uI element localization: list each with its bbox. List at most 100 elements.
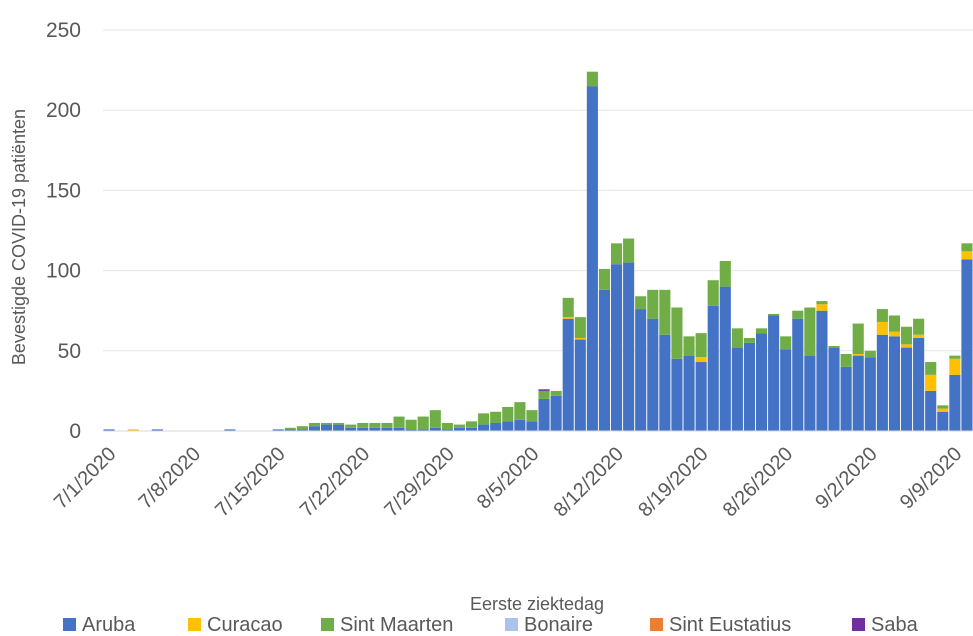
bar-segment-aruba: [562, 318, 574, 431]
bar-segment-sint-maarten: [623, 238, 635, 263]
bar-segment-curacao: [900, 344, 913, 348]
bars: [103, 71, 973, 431]
bar-segment-aruba: [913, 337, 925, 431]
bar-segment-sint-maarten: [840, 354, 852, 367]
bar-segment-sint-maarten: [333, 422, 345, 425]
legend-swatch: [650, 618, 663, 631]
gridlines: [103, 29, 973, 352]
bar-segment-aruba: [792, 318, 804, 431]
y-tick-label: 50: [58, 340, 81, 363]
bar-segment-curacao: [949, 358, 961, 375]
legend-swatch: [321, 618, 334, 631]
bar-segment-aruba: [103, 429, 115, 431]
bar-segment-curacao: [876, 321, 888, 335]
bar-segment-aruba: [635, 309, 647, 431]
bar-segment-aruba: [925, 390, 937, 431]
bar-segment-aruba: [586, 86, 598, 431]
bar-segment-aruba: [320, 424, 333, 431]
legend-label: Curacao: [207, 614, 283, 636]
y-tick-labels: 0 50 100 150 200 250: [46, 19, 81, 443]
bar-segment-aruba: [308, 426, 321, 431]
legend-swatch: [505, 618, 518, 631]
bar-segment-aruba: [502, 421, 514, 431]
bar-segment-sint-maarten: [357, 422, 369, 428]
bar-segment-aruba: [937, 411, 949, 431]
x-tick-label: 8/12/2020: [550, 443, 628, 521]
legend-label: Bonaire: [524, 614, 593, 636]
bar-segment-aruba: [417, 429, 429, 431]
bar-segment-aruba: [598, 289, 611, 431]
x-tick-label: 8/5/2020: [473, 443, 544, 514]
bar-segment-aruba: [284, 429, 296, 431]
bar-segment-aruba: [864, 357, 876, 431]
bar-segment-aruba: [478, 424, 490, 431]
bar-segment-sint-maarten: [429, 410, 441, 428]
bar-segment-aruba: [828, 347, 840, 431]
bar-segment-sint-maarten: [369, 422, 381, 428]
bar-segment-sint-maarten: [913, 318, 925, 335]
bar-segment-sint-maarten: [659, 289, 671, 335]
bar-segment-sint-maarten: [961, 243, 973, 252]
bar-segment-sint-maarten: [671, 307, 683, 359]
bar-segment-sint-maarten: [804, 307, 816, 356]
bar-segment-aruba: [876, 334, 888, 431]
bar-segment-sint-maarten: [405, 419, 417, 430]
y-tick-label: 200: [46, 99, 81, 122]
bar-segment-aruba: [369, 427, 381, 431]
bar-segment-aruba: [852, 355, 864, 431]
bar-segment-sint-maarten: [888, 315, 901, 332]
bar-segment-aruba: [707, 305, 719, 431]
bar-segment-aruba: [514, 419, 526, 431]
bar-segment-aruba: [296, 429, 308, 431]
bar-segment-sint-maarten: [441, 422, 453, 430]
bar-segment-sint-maarten: [937, 405, 949, 409]
bar-segment-curacao: [127, 429, 139, 431]
legend-swatch: [63, 618, 76, 631]
bar-segment-sint-maarten: [308, 422, 321, 427]
bar-segment-aruba: [441, 429, 453, 431]
bar-segment-aruba: [429, 427, 441, 431]
bar-segment-aruba: [526, 421, 538, 431]
bar-segment-sint-maarten: [816, 301, 828, 305]
bar-segment-aruba: [151, 429, 163, 431]
bar-segment-aruba: [381, 427, 393, 431]
bar-segment-sint-maarten: [828, 345, 840, 348]
bar-segment-sint-maarten: [526, 410, 538, 422]
bar-segment-sint-maarten: [731, 328, 743, 348]
bar-segment-aruba: [695, 362, 707, 431]
bar-segment-aruba: [647, 318, 659, 431]
bar-segment-sint-maarten: [743, 337, 756, 343]
bar-segment-sint-maarten: [586, 71, 598, 87]
bar-segment-curacao: [695, 357, 707, 363]
bar-segment-aruba: [453, 427, 466, 431]
y-tick-label: 100: [46, 260, 81, 283]
bar-segment-curacao: [913, 334, 925, 338]
bar-segment-sint-maarten: [792, 310, 804, 319]
bar-segment-curacao: [574, 337, 586, 340]
bar-segment-aruba: [768, 315, 780, 431]
bar-segment-aruba: [345, 427, 357, 431]
bar-segment-sint-maarten: [381, 422, 393, 428]
legend-label: Sint Eustatius: [669, 614, 791, 636]
bar-segment-aruba: [393, 427, 405, 431]
bar-segment-curacao: [816, 304, 828, 311]
bar-segment-curacao: [562, 317, 574, 319]
bar-segment-sint-maarten: [780, 336, 792, 350]
bar-segment-aruba: [719, 286, 731, 431]
y-tick-label: 0: [69, 420, 81, 443]
bar-segment-sint-maarten: [502, 406, 514, 422]
bar-segment-sint-maarten: [465, 421, 478, 428]
bar-segment-aruba: [961, 259, 973, 431]
bar-segment-aruba: [272, 429, 284, 431]
x-axis-title: Eerste ziektedag: [470, 594, 604, 614]
bar-segment-aruba: [900, 347, 913, 431]
y-axis-title: Bevestigde COVID-19 patiënten: [9, 109, 29, 365]
x-tick-label: 7/29/2020: [380, 443, 458, 521]
bar-segment-aruba: [743, 342, 756, 431]
bar-segment-aruba: [804, 355, 816, 431]
bar-segment-sint-maarten: [610, 243, 623, 265]
bar-segment-aruba: [538, 398, 550, 431]
y-tick-label: 250: [46, 19, 81, 42]
bar-segment-curacao: [961, 251, 973, 260]
bar-segment-sint-maarten: [876, 309, 888, 322]
